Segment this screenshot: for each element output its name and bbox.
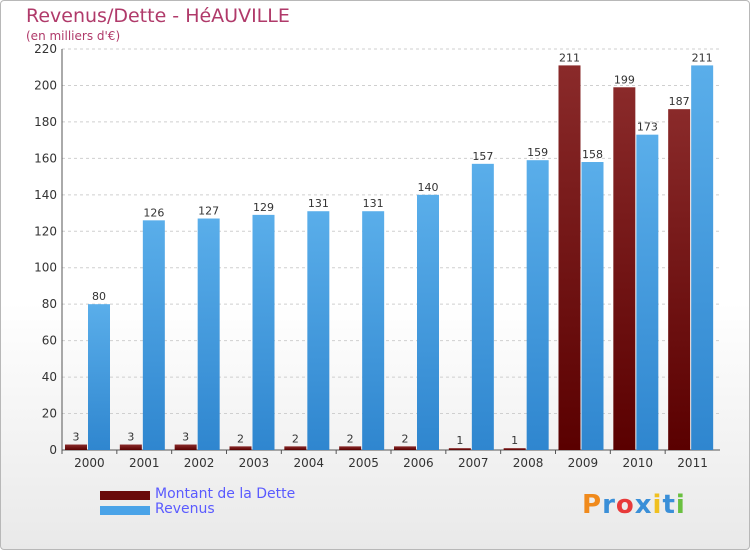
bar-debt-2002 xyxy=(174,444,197,450)
bar-debt-2006 xyxy=(394,446,416,450)
y-tick-label: 0 xyxy=(49,443,57,457)
logo-letter: t xyxy=(662,490,676,520)
data-label: 211 xyxy=(692,51,713,64)
x-tick-label: 2009 xyxy=(568,456,599,470)
x-tick-label: 2006 xyxy=(403,456,434,470)
data-label: 127 xyxy=(198,205,219,218)
logo-letter: P xyxy=(582,490,603,520)
proxiti-logo: Proxiti xyxy=(582,490,686,520)
data-label: 157 xyxy=(472,150,493,163)
bar-debt-2008 xyxy=(503,448,526,450)
data-label: 131 xyxy=(363,197,384,210)
bar-debt-2000 xyxy=(65,444,87,450)
bar-debt-2004 xyxy=(284,446,307,450)
y-tick-label: 140 xyxy=(34,188,57,202)
y-tick-label: 60 xyxy=(42,334,57,348)
bar-revenus-2004 xyxy=(307,211,330,450)
x-tick-label: 2010 xyxy=(622,456,653,470)
data-label: 2 xyxy=(402,432,409,445)
data-label: 159 xyxy=(527,146,548,159)
bar-debt-2003 xyxy=(229,446,252,450)
bar-revenus-2001 xyxy=(142,220,165,450)
y-tick-label: 180 xyxy=(34,115,57,129)
logo-letter: i xyxy=(652,490,663,520)
data-label: 1 xyxy=(456,434,463,447)
y-tick-label: 40 xyxy=(42,370,57,384)
data-label: 158 xyxy=(582,148,603,161)
bar-debt-2007 xyxy=(448,448,471,450)
data-label: 173 xyxy=(637,121,658,134)
bar-debt-2011 xyxy=(668,109,691,451)
data-label: 3 xyxy=(73,431,80,444)
bar-debt-2005 xyxy=(339,446,362,450)
bar-debt-2009 xyxy=(558,65,581,451)
bar-debt-2010 xyxy=(613,87,636,450)
logo-letter: i xyxy=(675,490,686,520)
legend-label-revenus: Revenus xyxy=(155,501,215,517)
bar-revenus-2000 xyxy=(88,304,110,450)
bar-revenus-2003 xyxy=(252,214,275,450)
data-label: 140 xyxy=(418,181,439,194)
data-label: 3 xyxy=(127,431,134,444)
legend-label-debt: Montant de la Dette xyxy=(155,486,296,502)
bar-revenus-2009 xyxy=(581,162,604,450)
bar-revenus-2008 xyxy=(526,160,549,450)
logo-letter: o xyxy=(615,490,635,520)
data-label: 199 xyxy=(614,73,635,86)
y-tick-label: 100 xyxy=(34,261,57,275)
bar-revenus-2010 xyxy=(636,134,659,450)
data-label: 131 xyxy=(308,197,329,210)
x-tick-label: 2003 xyxy=(239,456,270,470)
bar-revenus-2011 xyxy=(691,65,714,451)
x-tick-label: 2004 xyxy=(293,456,324,470)
y-tick-label: 200 xyxy=(34,78,57,92)
logo-letter: x xyxy=(634,490,653,520)
data-label: 80 xyxy=(92,290,106,303)
bar-revenus-2006 xyxy=(417,194,439,450)
data-label: 3 xyxy=(182,431,189,444)
y-tick-label: 20 xyxy=(42,407,57,421)
bar-revenus-2002 xyxy=(197,218,220,450)
data-label: 126 xyxy=(143,206,164,219)
data-label: 2 xyxy=(292,432,299,445)
legend-swatch-revenus xyxy=(100,506,150,515)
x-tick-label: 2002 xyxy=(184,456,215,470)
logo-letter: r xyxy=(602,490,616,520)
x-tick-label: 2008 xyxy=(513,456,544,470)
data-label: 187 xyxy=(669,95,690,108)
data-label: 1 xyxy=(511,434,518,447)
data-label: 2 xyxy=(237,432,244,445)
x-tick-label: 2001 xyxy=(129,456,160,470)
y-tick-label: 80 xyxy=(42,297,57,311)
x-tick-label: 2007 xyxy=(458,456,489,470)
bar-debt-2001 xyxy=(119,444,142,450)
data-label: 2 xyxy=(347,432,354,445)
y-tick-label: 160 xyxy=(34,151,57,165)
chart-title: Revenus/Dette - HéAUVILLE xyxy=(26,5,290,27)
data-label: 129 xyxy=(253,201,274,214)
data-label: 211 xyxy=(559,51,580,64)
x-tick-label: 2005 xyxy=(348,456,379,470)
chart-subtitle: (en milliers d'€) xyxy=(26,29,121,43)
legend-swatch-debt xyxy=(100,491,150,500)
y-tick-label: 120 xyxy=(34,224,57,238)
bar-revenus-2005 xyxy=(362,211,385,450)
x-tick-label: 2000 xyxy=(74,456,105,470)
y-tick-label: 220 xyxy=(34,42,57,56)
bar-revenus-2007 xyxy=(471,163,494,450)
x-tick-label: 2011 xyxy=(677,456,708,470)
